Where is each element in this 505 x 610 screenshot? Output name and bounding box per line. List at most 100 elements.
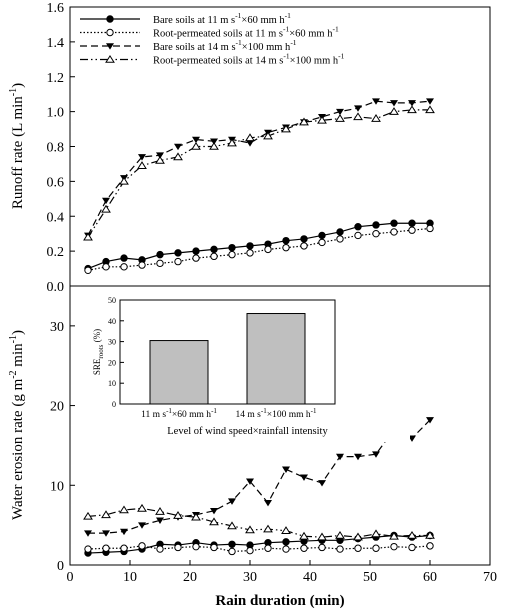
- erosion-data-point: [245, 525, 255, 534]
- runoff-series-line: [87, 109, 430, 238]
- runoff-data-point: [390, 100, 398, 107]
- erosion-data-point: [228, 540, 236, 548]
- runoff-data-point: [102, 263, 110, 271]
- top-y-tick-label: 0.6: [47, 175, 65, 190]
- runoff-data-point: [282, 243, 290, 252]
- inset-bar: [246, 313, 306, 405]
- runoff-data-point: [173, 152, 183, 161]
- erosion-series-4: [83, 503, 435, 541]
- runoff-data-point: [156, 152, 164, 159]
- erosion-data-point: [318, 480, 326, 487]
- x-tick-label: 40: [303, 570, 317, 585]
- runoff-data-point: [372, 98, 380, 105]
- runoff-data-point: [228, 250, 236, 259]
- inset-y-tick-label: 0: [112, 400, 116, 409]
- legend-label: Bare soils at 11 m s-1×60 mm h-1: [153, 11, 291, 26]
- erosion-data-point: [84, 530, 92, 537]
- runoff-data-point: [264, 245, 272, 254]
- x-tick-label: 20: [183, 570, 197, 585]
- runoff-data-point: [209, 141, 219, 150]
- runoff-data-point: [299, 117, 309, 126]
- runoff-data-point: [408, 100, 416, 107]
- runoff-data-point: [210, 245, 218, 254]
- inset-bar: [149, 340, 209, 405]
- erosion-data-point: [102, 544, 110, 552]
- erosion-data-point: [210, 543, 218, 552]
- runoff-data-point: [119, 176, 129, 185]
- erosion-series-2: [84, 542, 434, 556]
- runoff-data-point: [372, 229, 380, 238]
- x-tick-label: 60: [423, 570, 437, 585]
- runoff-data-point: [102, 197, 110, 205]
- runoff-data-point: [281, 124, 291, 133]
- runoff-data-point: [353, 112, 363, 121]
- x-tick-label: 30: [243, 570, 257, 585]
- top-y-ticks: 0.0 0.2 0.4 0.6 0.8 1.0 1.2 1.4 1.6: [47, 1, 75, 295]
- runoff-data-point: [174, 143, 182, 151]
- erosion-data-point: [155, 507, 165, 515]
- runoff-data-point: [192, 247, 200, 255]
- erosion-data-point: [282, 538, 290, 546]
- x-tick-label: 0: [67, 570, 74, 585]
- legend-item: Bare soils at 11 m s-1×60 mm h-1: [80, 11, 291, 26]
- top-y-axis-label: Runoff rate (L min-1): [8, 83, 26, 209]
- erosion-data-point: [281, 526, 291, 535]
- runoff-series-2: [84, 224, 434, 275]
- erosion-data-point: [228, 498, 236, 505]
- runoff-data-point: [426, 98, 434, 105]
- erosion-data-point: [209, 517, 219, 526]
- erosion-data-point: [371, 529, 381, 538]
- bottom-series-group: [83, 417, 435, 557]
- erosion-data-point: [299, 531, 309, 540]
- runoff-series-1: [84, 219, 434, 273]
- inset-y-tick-label: 50: [108, 296, 116, 305]
- runoff-data-point: [263, 131, 273, 140]
- runoff-data-point: [426, 224, 434, 233]
- runoff-data-point: [138, 154, 146, 161]
- erosion-data-point: [263, 524, 273, 533]
- erosion-data-point: [246, 478, 254, 485]
- inset-y-axis-label: SREroots (%): [92, 329, 105, 375]
- erosion-data-point: [228, 547, 236, 556]
- bottom-y-tick-label: 10: [50, 479, 64, 494]
- x-tick-label: 10: [123, 570, 137, 585]
- runoff-data-point: [210, 138, 218, 145]
- erosion-data-point: [192, 542, 200, 551]
- runoff-data-point: [317, 115, 327, 124]
- runoff-data-point: [300, 235, 308, 243]
- inset-y-tick-label: 10: [108, 379, 116, 388]
- runoff-data-point: [354, 231, 362, 240]
- top-y-tick-label: 1.2: [47, 71, 65, 86]
- runoff-data-point: [389, 107, 399, 115]
- legend: Bare soils at 11 m s-1×60 mm h-1 Root-per…: [80, 11, 345, 67]
- inset-category-label: 14 m s-1×100 mm h-1: [236, 407, 317, 420]
- erosion-data-point: [336, 545, 344, 553]
- erosion-data-point: [372, 544, 380, 552]
- bottom-y-axis-label: Water erosion rate (g m-2 min-1): [8, 330, 26, 520]
- runoff-data-point: [300, 242, 308, 250]
- bottom-y-tick-label: 0: [57, 559, 64, 574]
- erosion-data-point: [425, 530, 435, 539]
- erosion-data-point: [372, 451, 380, 458]
- runoff-data-point: [192, 136, 200, 144]
- erosion-data-point: [227, 521, 237, 530]
- bottom-axis-ticks: 0 10 20 30 0 10 20 30 40 50 60 70: [50, 320, 497, 585]
- legend-label: Root-permeated soils at 14 m s-1×100 mm …: [153, 52, 345, 67]
- runoff-data-point: [372, 221, 380, 229]
- erosion-data-point: [174, 543, 182, 552]
- x-tick-label: 70: [483, 570, 497, 585]
- erosion-data-point: [354, 453, 362, 461]
- runoff-data-point: [335, 114, 345, 122]
- runoff-data-point: [336, 235, 344, 243]
- runoff-data-point: [138, 261, 146, 269]
- legend-marker: [106, 43, 114, 50]
- runoff-data-point: [137, 161, 147, 169]
- runoff-data-point: [282, 236, 290, 245]
- erosion-data-point: [137, 503, 147, 512]
- runoff-data-point: [84, 266, 92, 275]
- runoff-data-point: [174, 257, 182, 266]
- x-tick-label: 50: [363, 570, 377, 585]
- top-y-tick-label: 1.4: [47, 36, 65, 51]
- erosion-series-line: [88, 419, 431, 534]
- legend-item: Root-permeated soils at 14 m s-1×100 mm …: [80, 52, 345, 67]
